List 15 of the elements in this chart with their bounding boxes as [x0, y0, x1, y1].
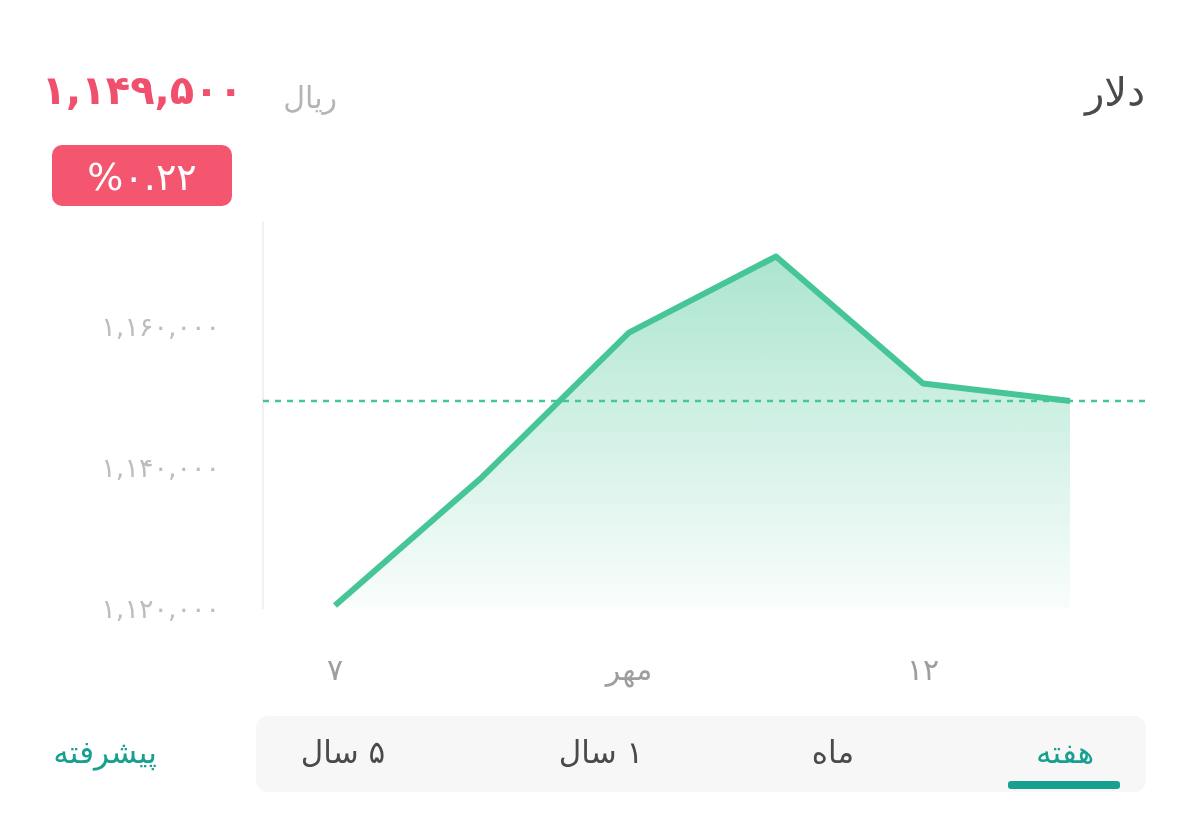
text: ۱,۱۴۹,۵۰۰: [41, 67, 243, 113]
text: ۱ سال: [558, 734, 644, 770]
y-tick-label: ۱,۱۶۰,۰۰۰: [101, 311, 220, 342]
text: %۰.۲۲: [87, 155, 197, 199]
text: پیشرفته: [53, 734, 157, 771]
text: ۵ سال: [300, 734, 386, 770]
y-tick-label: ۱,۱۲۰,۰۰۰: [101, 593, 220, 624]
text: ریال: [283, 80, 337, 115]
chart-title: دلار: [1083, 69, 1145, 116]
text: هفته: [1035, 734, 1095, 770]
x-tick-label: ۱۲: [906, 652, 940, 687]
text: ماه: [811, 734, 855, 770]
y-tick-label: ۱,۱۴۰,۰۰۰: [101, 452, 220, 483]
x-tick-label: ۷: [326, 652, 344, 687]
x-tick-label: مهر: [603, 652, 653, 688]
